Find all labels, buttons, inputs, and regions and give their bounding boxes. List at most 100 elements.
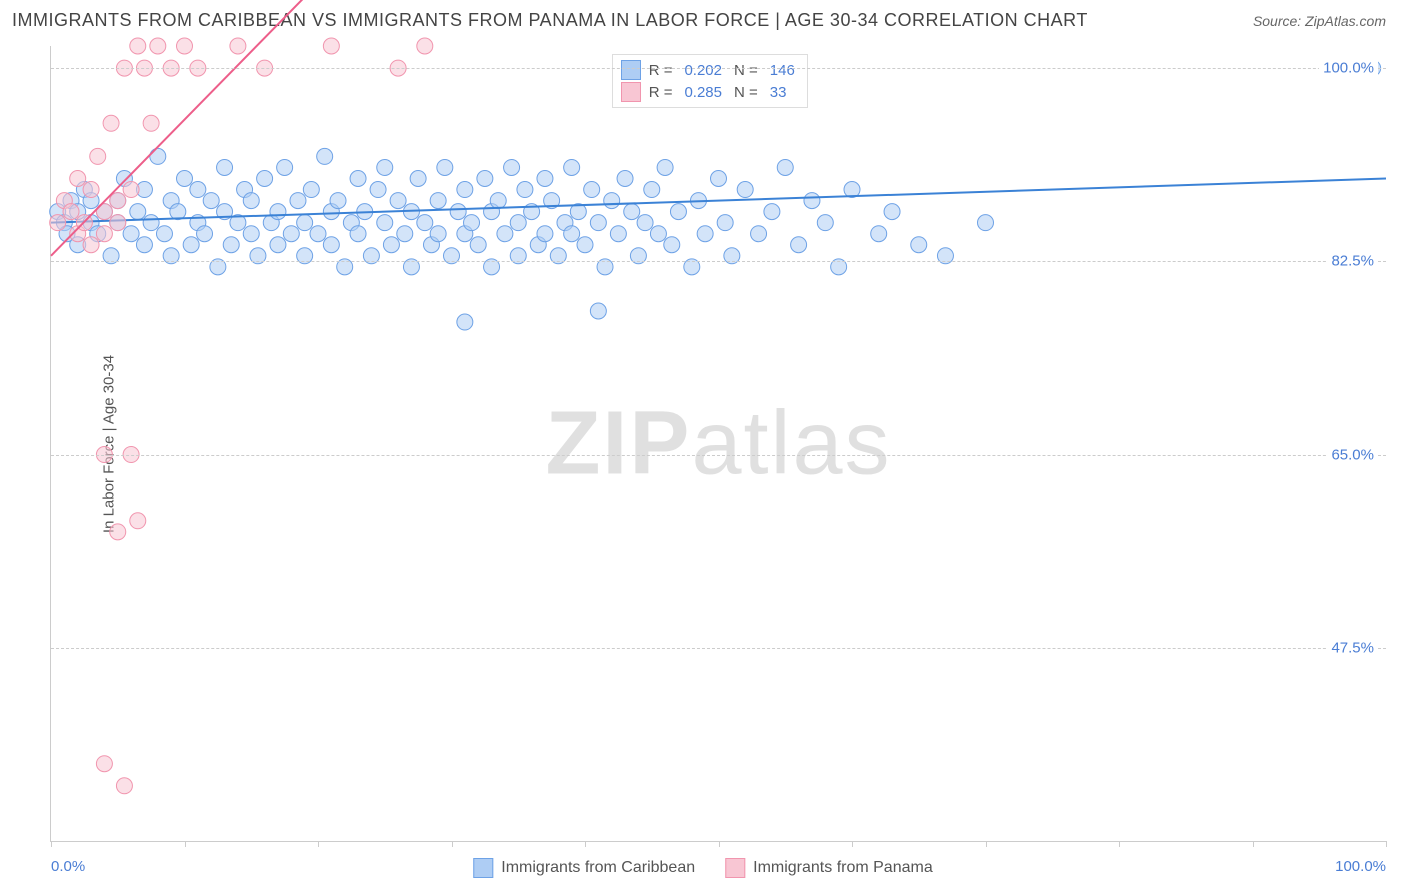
scatter-point — [170, 204, 186, 220]
scatter-point — [277, 159, 293, 175]
scatter-point — [130, 513, 146, 529]
scatter-point — [243, 226, 259, 242]
scatter-point — [590, 303, 606, 319]
legend-n-value: 33 — [766, 84, 791, 101]
gridline — [51, 455, 1386, 456]
scatter-point — [310, 226, 326, 242]
scatter-point — [203, 193, 219, 209]
scatter-point — [96, 756, 112, 772]
scatter-point — [477, 171, 493, 187]
scatter-point — [297, 215, 313, 231]
legend-label: Immigrants from Caribbean — [501, 859, 695, 877]
scatter-point — [150, 38, 166, 54]
scatter-point — [183, 237, 199, 253]
scatter-point — [817, 215, 833, 231]
legend-item: Immigrants from Caribbean — [473, 858, 695, 878]
scatter-point — [537, 226, 553, 242]
scatter-point — [350, 171, 366, 187]
y-tick-label: 47.5% — [1327, 637, 1378, 658]
scatter-point — [323, 237, 339, 253]
scatter-point — [116, 778, 132, 794]
scatter-point — [430, 193, 446, 209]
scatter-point — [217, 159, 233, 175]
legend-r-value: 0.202 — [680, 62, 726, 79]
x-axis-min-label: 0.0% — [51, 858, 85, 875]
scatter-point — [417, 38, 433, 54]
scatter-point — [110, 524, 126, 540]
scatter-point — [123, 182, 139, 198]
scatter-point — [390, 193, 406, 209]
legend-swatch — [621, 60, 641, 80]
legend-r-label: R = — [649, 84, 673, 101]
scatter-point — [96, 226, 112, 242]
scatter-point — [777, 159, 793, 175]
legend-n-label: N = — [734, 84, 758, 101]
gridline — [51, 648, 1386, 649]
scatter-point — [624, 204, 640, 220]
x-tick — [852, 841, 853, 847]
scatter-point — [644, 182, 660, 198]
scatter-point — [243, 193, 259, 209]
scatter-point — [177, 171, 193, 187]
scatter-point — [564, 159, 580, 175]
scatter-point — [197, 226, 213, 242]
scatter-point — [717, 215, 733, 231]
scatter-point — [63, 204, 79, 220]
scatter-point — [670, 204, 686, 220]
scatter-point — [90, 148, 106, 164]
scatter-point — [130, 38, 146, 54]
scatter-point — [110, 215, 126, 231]
scatter-point — [270, 237, 286, 253]
scatter-point — [764, 204, 780, 220]
scatter-point — [136, 237, 152, 253]
scatter-point — [457, 314, 473, 330]
scatter-point — [177, 38, 193, 54]
scatter-point — [590, 215, 606, 231]
gridline — [51, 261, 1386, 262]
scatter-point — [470, 237, 486, 253]
legend-label: Immigrants from Panama — [753, 859, 933, 877]
scatter-point — [190, 182, 206, 198]
scatter-point — [584, 182, 600, 198]
legend-swatch — [621, 82, 641, 102]
x-tick — [719, 841, 720, 847]
x-tick — [585, 841, 586, 847]
y-tick-label: 82.5% — [1327, 251, 1378, 272]
scatter-point — [417, 215, 433, 231]
scatter-point — [791, 237, 807, 253]
scatter-point — [397, 226, 413, 242]
scatter-point — [50, 215, 66, 231]
scatter-point — [377, 159, 393, 175]
scatter-point — [223, 237, 239, 253]
scatter-point — [610, 226, 626, 242]
scatter-point — [83, 237, 99, 253]
x-axis-max-label: 100.0% — [1335, 858, 1386, 875]
scatter-point — [323, 38, 339, 54]
scatter-svg — [51, 46, 1386, 841]
scatter-point — [577, 237, 593, 253]
scatter-point — [510, 215, 526, 231]
scatter-point — [110, 193, 126, 209]
scatter-point — [410, 171, 426, 187]
scatter-point — [257, 171, 273, 187]
scatter-point — [457, 182, 473, 198]
scatter-point — [604, 193, 620, 209]
scatter-point — [751, 226, 767, 242]
legend-row: R =0.202N =146 — [621, 59, 799, 81]
scatter-point — [697, 226, 713, 242]
scatter-point — [130, 204, 146, 220]
plot-area: ZIPatlas R =0.202N =146R =0.285N =33 0.0… — [50, 46, 1386, 842]
x-tick — [452, 841, 453, 847]
scatter-point — [637, 215, 653, 231]
legend-swatch — [473, 858, 493, 878]
scatter-point — [497, 226, 513, 242]
scatter-point — [911, 237, 927, 253]
scatter-point — [350, 226, 366, 242]
scatter-point — [283, 226, 299, 242]
legend-swatch — [725, 858, 745, 878]
scatter-point — [450, 204, 466, 220]
x-tick — [185, 841, 186, 847]
scatter-point — [330, 193, 346, 209]
scatter-point — [143, 115, 159, 131]
scatter-point — [537, 171, 553, 187]
